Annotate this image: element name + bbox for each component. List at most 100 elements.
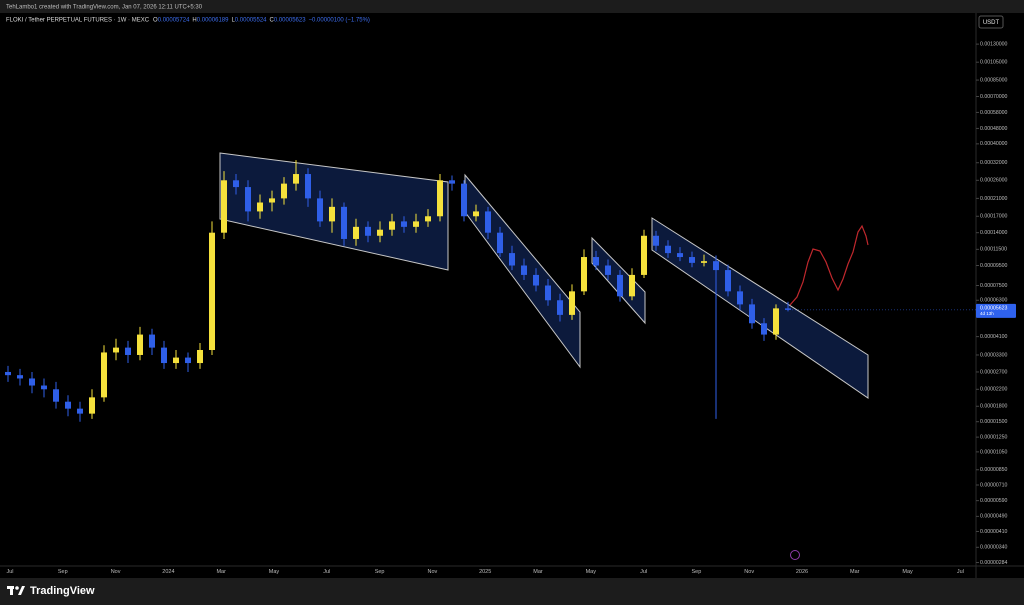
x-tick-label: May — [586, 569, 597, 575]
candle-body — [125, 347, 131, 355]
candle-body — [617, 274, 623, 297]
candle-body — [497, 232, 503, 254]
candle-body — [569, 291, 575, 315]
candle-body — [185, 357, 191, 364]
channel — [651, 217, 869, 399]
candle-body — [425, 216, 431, 222]
candle-body — [545, 285, 551, 301]
x-tick-label: Jul — [957, 569, 964, 575]
x-tick-label: Nov — [111, 569, 121, 575]
candle-body — [365, 226, 371, 236]
y-tick-label: 0.00048000 — [980, 126, 1008, 132]
y-tick-label: 0.00001800 — [980, 404, 1008, 410]
candle-body — [581, 257, 587, 292]
candle-body — [629, 274, 635, 297]
brand: TradingView — [30, 585, 95, 597]
y-tick-label: 0.00085000 — [980, 77, 1008, 83]
price-tag-value: 0.00005623 — [980, 305, 1008, 311]
candle-body — [689, 257, 695, 263]
candle-body — [725, 270, 731, 292]
x-tick-label: Sep — [375, 569, 385, 575]
y-tick-label: 0.00000490 — [980, 514, 1008, 520]
candle-body — [257, 202, 263, 212]
y-tick-label: 0.00003300 — [980, 352, 1008, 358]
y-tick-label: 0.00000710 — [980, 482, 1008, 488]
candle-body — [341, 206, 347, 239]
legend-field-value: 0.00005623 — [274, 18, 306, 24]
symbol: FLOKI / Tether PERPETUAL FUTURES · 1W · … — [6, 18, 150, 24]
x-tick-label: Jul — [640, 569, 647, 575]
candle-body — [149, 334, 155, 348]
candle-body — [305, 174, 311, 199]
candle-body — [749, 304, 755, 324]
price-axis — [976, 13, 1024, 578]
candle-body — [245, 187, 251, 212]
y-tick-label: 0.00040000 — [980, 141, 1008, 147]
x-tick-label: Jul — [323, 569, 330, 575]
y-tick-label: 0.00011500 — [980, 247, 1007, 253]
candle-body — [401, 221, 407, 227]
candle-body — [353, 226, 359, 239]
x-tick-label: Mar — [216, 569, 226, 575]
candle-body — [233, 180, 239, 188]
legend-field-value: 0.00005724 — [158, 18, 190, 24]
candle-body — [41, 385, 47, 390]
x-tick-label: May — [902, 569, 913, 575]
y-tick-label: 0.00001050 — [980, 449, 1008, 455]
candle-body — [77, 408, 83, 414]
candle-body — [101, 352, 107, 398]
x-tick-label: 2025 — [479, 569, 491, 575]
candle-body — [653, 235, 659, 246]
candle-body — [221, 180, 227, 233]
currency[interactable]: USDT — [983, 20, 1000, 26]
candle-body — [557, 300, 563, 315]
candle-body — [89, 397, 95, 414]
candle-body — [5, 371, 11, 376]
candle-body — [17, 375, 23, 379]
y-tick-label: 0.00105000 — [980, 60, 1008, 66]
currency-box[interactable] — [978, 15, 1004, 29]
candle-body — [173, 357, 179, 364]
legend-change: −0.00000100 (−1.75%) — [309, 18, 370, 24]
candle-body — [605, 265, 611, 275]
legend: FLOKI / Tether PERPETUAL FUTURES · 1W · … — [6, 18, 370, 24]
candle-body — [269, 198, 275, 203]
x-tick-label: Nov — [744, 569, 754, 575]
candle-body — [461, 183, 467, 217]
y-tick-label: 0.00000284 — [980, 560, 1008, 566]
candles — [5, 160, 791, 422]
y-tick-label: 0.00006300 — [980, 298, 1008, 304]
x-tick-label: 2026 — [796, 569, 808, 575]
y-tick-label: 0.00004100 — [980, 334, 1008, 340]
legend-field-value: 0.00006189 — [197, 18, 229, 24]
price-tag-countdown: 4d 13h — [980, 311, 994, 316]
candle-body — [437, 180, 443, 217]
candle-body — [281, 183, 287, 199]
candle-body — [677, 253, 683, 258]
y-tick-label: 0.00002700 — [980, 369, 1008, 375]
y-tick-label: 0.00000850 — [980, 467, 1008, 473]
chart-area — [0, 13, 976, 578]
y-tick-label: 0.00026000 — [980, 178, 1008, 184]
legend-field-label: C — [270, 18, 275, 24]
candle-body — [65, 401, 71, 409]
legend-field-value: 0.00005524 — [235, 18, 267, 24]
y-tick-label: 0.00070000 — [980, 94, 1008, 100]
brand-logo — [7, 586, 25, 595]
event-marker[interactable] — [790, 550, 800, 560]
candle-body — [161, 347, 167, 364]
y-tick-label: 0.00058000 — [980, 110, 1008, 116]
candle-body — [449, 180, 455, 184]
x-tick-label: Jul — [6, 569, 13, 575]
legend-field-label: O — [153, 18, 158, 24]
candle-body — [377, 229, 383, 236]
legend-field-label: L — [231, 18, 235, 24]
candle-body — [485, 211, 491, 233]
candle-body — [197, 349, 203, 364]
price-tag — [976, 303, 1016, 318]
y-tick-label: 0.00001500 — [980, 419, 1008, 425]
y-tick-label: 0.00009500 — [980, 263, 1008, 269]
candle-body — [113, 347, 119, 353]
candle-body — [773, 308, 779, 335]
